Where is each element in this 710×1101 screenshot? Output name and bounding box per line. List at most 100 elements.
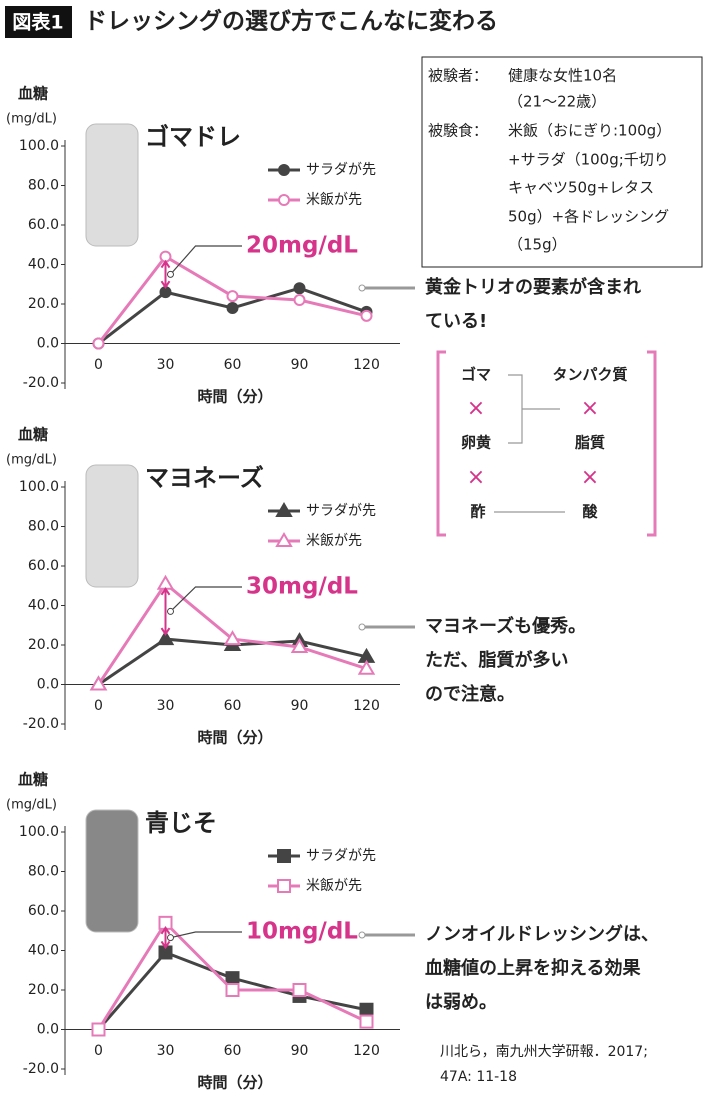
annotation: 20mg/dL	[246, 233, 358, 259]
bottle	[85, 123, 139, 247]
y-unit: (mg/dL)	[6, 453, 57, 468]
citation: 川北ら，南九州大学研報．2017;	[440, 1044, 648, 1060]
y-tick-label: 100.0	[19, 824, 59, 840]
x-tick-label: 90	[291, 357, 309, 373]
citation: 47A: 11-18	[440, 1069, 517, 1085]
y-tick-label: 80.0	[28, 178, 59, 194]
note-dot	[358, 931, 366, 939]
y-tick-label: 60.0	[28, 558, 59, 574]
chart-title: マヨネーズ	[145, 464, 264, 492]
tag: 図表1	[12, 11, 63, 34]
x-tick-label: 120	[353, 357, 380, 373]
y-tick-label: 20.0	[28, 637, 59, 653]
pointer	[170, 931, 242, 939]
y-tick-label: 20.0	[28, 296, 59, 312]
note: ノンオイルドレッシングは、	[425, 923, 659, 945]
legend-label: サラダが先	[306, 162, 376, 178]
marker	[275, 502, 293, 517]
diff-arrow	[160, 586, 171, 636]
note: 黄金トリオの要素が含まれ	[425, 276, 641, 298]
bottle	[85, 464, 139, 588]
pointer-dot	[167, 934, 174, 942]
y-tick-label: 100.0	[19, 138, 59, 154]
y-tick-label: -20.0	[23, 1061, 59, 1077]
pointer	[170, 586, 242, 612]
x-tick-label: 0	[94, 1043, 103, 1059]
info-line: 50g）+各ドレッシング	[508, 208, 669, 226]
y-unit: (mg/dL)	[6, 798, 57, 813]
y-tick-label: 60.0	[28, 217, 59, 233]
marker	[290, 637, 309, 653]
bottle	[85, 809, 139, 933]
marker	[278, 194, 290, 206]
x-label: 時間（分）	[197, 1074, 272, 1092]
info-line: （21～22歳）	[508, 93, 606, 111]
y-label: 血糖	[18, 771, 48, 789]
info-label: 被験者：	[428, 67, 488, 85]
note: マヨネーズも優秀。	[425, 615, 586, 637]
legend-label: サラダが先	[306, 848, 376, 864]
legend-label: 米飯が先	[306, 191, 362, 208]
x-tick-label: 90	[291, 698, 309, 714]
chart-title: 青じそ	[145, 809, 217, 837]
y-tick-label: 0.0	[37, 336, 59, 352]
info-line: （15g）	[508, 236, 567, 254]
x-tick-label: 0	[94, 698, 103, 714]
marker	[226, 301, 239, 314]
marker	[91, 1022, 106, 1037]
info-line: +サラダ（100g;千切り	[508, 151, 669, 169]
annotation: 10mg/dL	[246, 919, 358, 945]
diff-arrow	[160, 259, 171, 289]
note: は弱め。	[425, 992, 497, 1013]
y-tick-label: 60.0	[28, 903, 59, 919]
diff-arrow	[160, 926, 171, 950]
marker	[226, 290, 239, 303]
operator: ×	[467, 465, 485, 490]
marker	[293, 282, 306, 295]
x-tick-label: 30	[157, 357, 175, 373]
note: 血糖値の上昇を抑える効果	[425, 957, 641, 979]
y-tick-label: -20.0	[23, 375, 59, 391]
legend-label: 米飯が先	[306, 877, 362, 894]
note: ただ、脂質が多い	[425, 649, 568, 671]
y-tick-label: 40.0	[28, 257, 59, 273]
tag-box	[5, 6, 72, 38]
pointer-dot	[167, 270, 174, 278]
x-tick-label: 60	[224, 357, 242, 373]
marker	[89, 675, 108, 691]
node: タンパク質	[552, 366, 627, 384]
y-tick-label: 40.0	[28, 943, 59, 959]
marker	[225, 983, 240, 997]
y-tick-label: 0.0	[37, 1022, 59, 1038]
info-line: キャベツ50g+レタス	[508, 179, 654, 197]
marker	[357, 659, 376, 675]
marker	[277, 849, 291, 863]
marker	[156, 630, 175, 646]
y-tick-label: 40.0	[28, 598, 59, 614]
y-tick-label: 100.0	[19, 479, 59, 495]
x-tick-label: 30	[157, 1043, 175, 1059]
marker	[359, 1014, 374, 1029]
x-tick-label: 60	[224, 1043, 242, 1059]
y-unit: (mg/dL)	[6, 112, 57, 127]
y-tick-label: -20.0	[23, 716, 59, 732]
info-line: 米飯（おにぎり:100g）	[508, 122, 671, 140]
x-tick-label: 0	[94, 357, 103, 373]
info-box	[421, 56, 703, 268]
chart-title: ゴマドレ	[145, 123, 241, 151]
x-label: 時間（分）	[197, 388, 272, 406]
node: 脂質	[575, 434, 605, 452]
marker	[359, 1002, 374, 1017]
note: ので注意。	[425, 683, 515, 705]
y-tick-label: 80.0	[28, 864, 59, 880]
marker	[360, 309, 373, 322]
y-tick-label: 20.0	[28, 982, 59, 998]
legend-label: サラダが先	[306, 503, 376, 519]
marker	[293, 294, 306, 307]
x-tick-label: 120	[353, 1043, 380, 1059]
marker	[92, 337, 105, 350]
bracket	[436, 350, 657, 537]
note-dot	[358, 284, 366, 292]
pointer-dot	[167, 607, 174, 615]
